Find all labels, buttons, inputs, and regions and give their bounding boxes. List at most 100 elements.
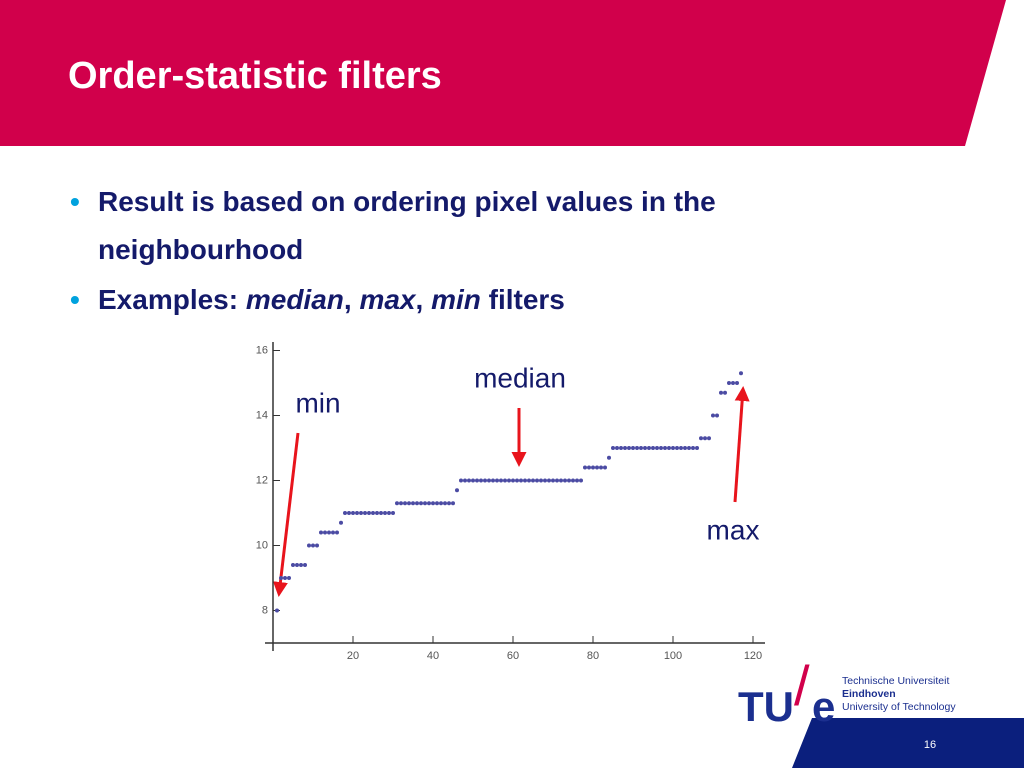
y-tick-label: 10 <box>256 539 268 551</box>
point <box>711 413 715 418</box>
point <box>519 478 523 483</box>
point <box>627 446 631 450</box>
point <box>363 511 367 515</box>
y-tick-label: 12 <box>256 474 268 486</box>
point <box>427 501 431 506</box>
x-tick-label: 40 <box>427 650 439 662</box>
point <box>463 478 467 483</box>
point <box>347 511 351 515</box>
point <box>371 511 375 515</box>
point <box>731 381 735 385</box>
point <box>475 478 479 483</box>
point <box>727 381 731 385</box>
point <box>307 543 311 548</box>
header-band <box>0 0 1006 146</box>
point <box>291 563 295 567</box>
point <box>327 530 331 535</box>
point <box>303 563 307 567</box>
point <box>459 478 463 483</box>
point <box>375 511 379 515</box>
point <box>735 381 739 385</box>
point <box>483 478 487 483</box>
point <box>583 465 587 470</box>
point <box>707 436 711 441</box>
point <box>663 446 667 450</box>
point <box>359 511 363 515</box>
point <box>531 478 535 483</box>
point <box>283 576 287 580</box>
logo: TU / e Technische Universiteit Eindhoven… <box>738 654 956 730</box>
point <box>415 501 419 506</box>
point <box>287 576 291 580</box>
point <box>635 446 639 450</box>
page-number: 16 <box>924 739 936 751</box>
point <box>615 446 619 450</box>
point <box>315 543 319 548</box>
point <box>431 501 435 506</box>
point <box>647 446 651 450</box>
point <box>515 478 519 483</box>
point <box>703 436 707 441</box>
logo-line: Eindhoven <box>842 688 896 700</box>
point <box>523 478 527 483</box>
point <box>739 371 743 376</box>
x-tick-label: 20 <box>347 650 359 662</box>
text-run: Result is based on ordering pixel values… <box>98 186 724 265</box>
x-tick-label: 120 <box>744 650 762 662</box>
bullet: • Result is based on ordering pixel value… <box>70 178 870 274</box>
point <box>571 478 575 483</box>
point <box>679 446 683 450</box>
point <box>667 446 671 450</box>
point <box>451 501 455 506</box>
point <box>331 530 335 535</box>
point <box>403 501 407 506</box>
point <box>619 446 623 450</box>
arrows <box>272 386 750 597</box>
logo-line: Technische Universiteit <box>842 675 949 687</box>
slide-title: Order-statistic filters <box>68 55 442 97</box>
point <box>623 446 627 450</box>
y-tick-label: 14 <box>256 409 268 421</box>
point <box>383 511 387 515</box>
x-tick-label: 80 <box>587 650 599 662</box>
point <box>579 478 583 483</box>
point <box>395 501 399 506</box>
point <box>691 446 695 450</box>
bullet-dot: • <box>70 284 80 315</box>
point <box>575 478 579 483</box>
point <box>339 520 343 525</box>
point <box>495 478 499 483</box>
point <box>567 478 571 483</box>
point <box>543 478 547 483</box>
footer-band <box>792 718 1024 768</box>
text-run: , <box>343 284 360 315</box>
arrow-min <box>272 432 300 597</box>
point <box>299 563 303 567</box>
point <box>723 390 727 395</box>
point <box>355 511 359 515</box>
bullet: • Examples: median, max, min filters <box>70 276 870 324</box>
annotation: min <box>295 387 340 418</box>
point <box>687 446 691 450</box>
point <box>611 446 615 450</box>
point <box>407 501 411 506</box>
point <box>655 446 659 450</box>
bullet-text: Examples: median, max, min filters <box>98 276 870 324</box>
point <box>603 465 607 470</box>
point <box>695 446 699 450</box>
chart: 8 10 12 14 16 20 40 60 80 100 120 min median max <box>256 342 765 662</box>
text-run: , <box>415 284 432 315</box>
y-tick-label: 16 <box>256 344 268 356</box>
point <box>527 478 531 483</box>
point <box>335 530 339 535</box>
point <box>587 465 591 470</box>
text-run: median <box>245 284 344 315</box>
point <box>631 446 635 450</box>
point <box>639 446 643 450</box>
point <box>499 478 503 483</box>
point <box>559 478 563 483</box>
logo-tu: TU <box>738 683 794 730</box>
x-tick-label: 100 <box>664 650 682 662</box>
